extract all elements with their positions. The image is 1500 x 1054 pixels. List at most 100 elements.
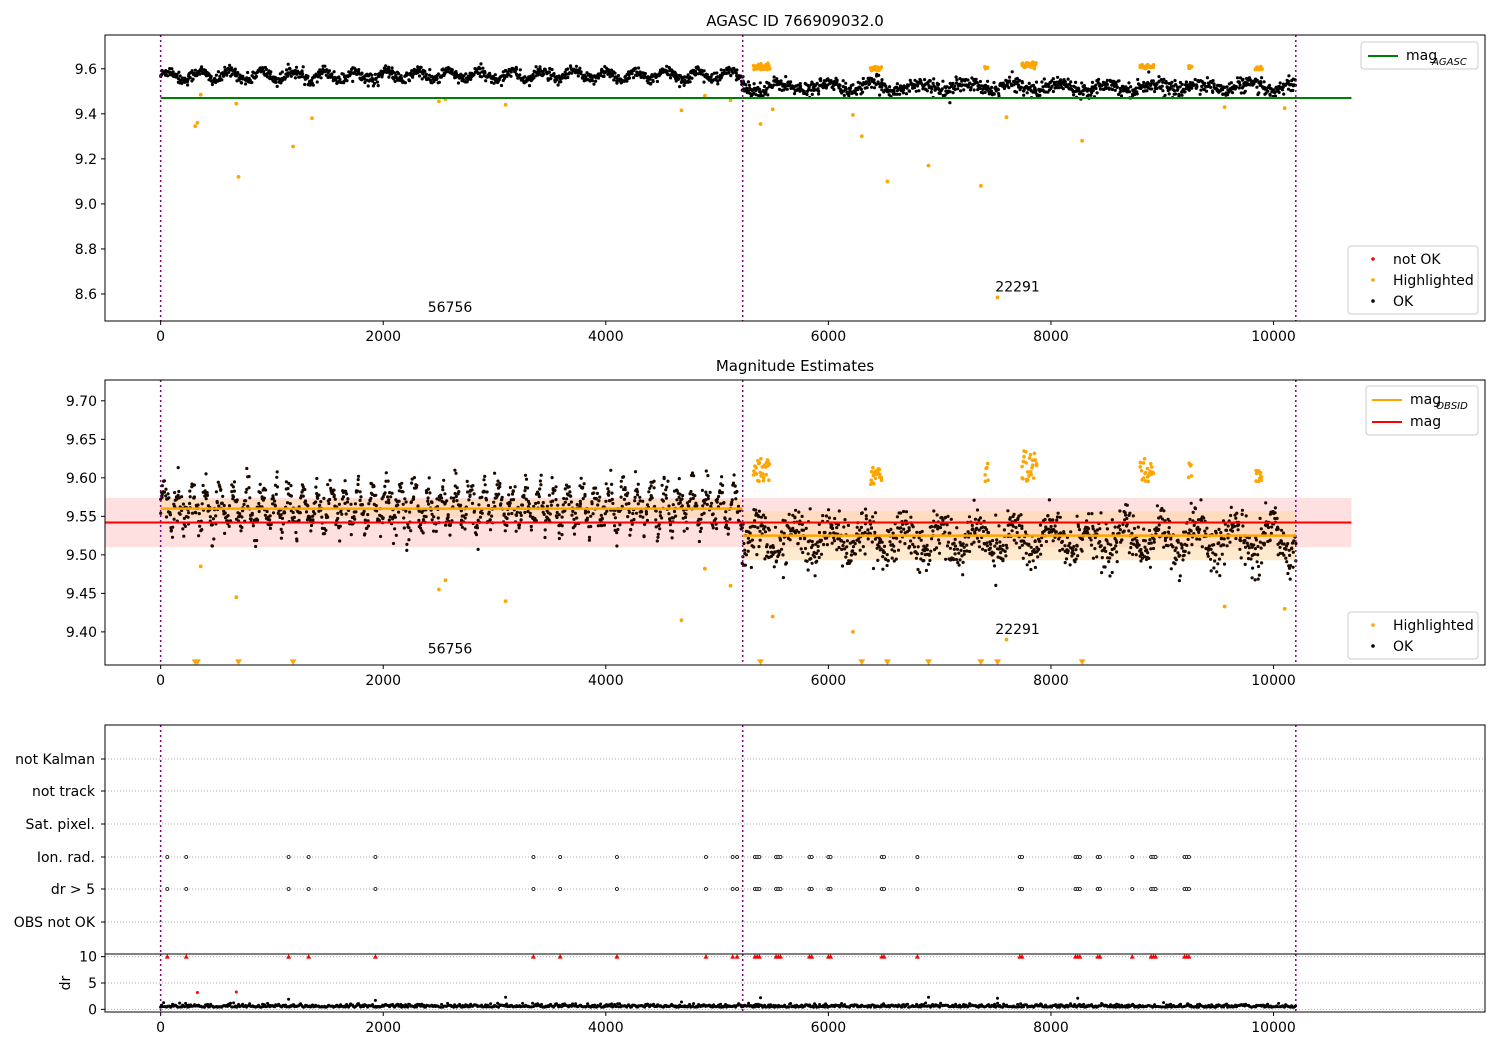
ok-point (707, 494, 710, 497)
ok-point (570, 500, 573, 503)
ok-point (958, 558, 961, 561)
ok-point (930, 537, 933, 540)
ok-point (1129, 546, 1132, 549)
ok-point (345, 79, 348, 82)
ok-point (995, 542, 998, 545)
ok-point (575, 65, 578, 68)
ok-point (167, 496, 170, 499)
ok-point (965, 549, 968, 552)
ok-point (620, 485, 623, 488)
ok-point (926, 544, 929, 547)
ok-point (522, 494, 525, 497)
ok-point (221, 495, 224, 498)
ok-point (467, 484, 470, 487)
ok-point (191, 512, 194, 515)
ok-point (247, 486, 250, 489)
ok-point (480, 496, 483, 499)
ok-point (717, 495, 720, 498)
ok-point (896, 82, 899, 85)
ok-point (1131, 553, 1134, 556)
ok-point (198, 525, 201, 528)
ok-point (935, 546, 938, 549)
ok-point (764, 525, 767, 528)
ok-point (993, 93, 996, 96)
ok-point (397, 72, 400, 75)
ok-point (804, 547, 807, 550)
ok-point (520, 514, 523, 517)
ok-point (989, 543, 992, 546)
ok-point (650, 73, 653, 76)
highlighted-point (1029, 473, 1033, 477)
ok-point (1247, 551, 1250, 554)
highlighted-point (761, 472, 765, 476)
ok-point (624, 488, 627, 491)
flag-event-marker (1021, 856, 1024, 859)
ok-point (323, 532, 326, 535)
ok-point (410, 482, 413, 485)
highlighted-point (768, 67, 772, 71)
ok-point (1119, 528, 1122, 531)
ok-point (392, 542, 395, 545)
ok-point (1136, 78, 1139, 81)
ok-point (666, 480, 669, 483)
ok-point (1282, 532, 1285, 535)
ok-point (387, 76, 390, 79)
ok-point (187, 516, 190, 519)
highlighted-point (986, 478, 990, 482)
ok-point (852, 545, 855, 548)
ok-point (908, 545, 911, 548)
ok-point (1180, 94, 1183, 97)
ok-point (338, 78, 341, 81)
ok-point (391, 492, 394, 495)
ok-point (163, 491, 166, 494)
ok-point (1108, 574, 1111, 577)
highlighted-point (986, 462, 990, 466)
ok-point (833, 517, 836, 520)
ok-point (690, 77, 693, 80)
ok-point (1145, 89, 1148, 92)
ok-point (422, 531, 425, 534)
ok-point (374, 78, 377, 81)
ok-point (1052, 539, 1055, 542)
flag-event-marker (1187, 888, 1190, 891)
ok-point (240, 526, 243, 529)
flag-event-marker (1078, 888, 1081, 891)
ok-point (944, 558, 947, 561)
ok-point (881, 568, 884, 571)
ok-point (866, 86, 869, 89)
ok-point (363, 510, 366, 513)
ok-point (932, 509, 935, 512)
ok-point (703, 512, 706, 515)
flag-event-marker (1154, 888, 1157, 891)
ok-point (1144, 539, 1147, 542)
ok-point (977, 84, 980, 87)
ok-point (1019, 513, 1022, 516)
highlighted-point (199, 565, 203, 569)
ok-point (1292, 551, 1295, 554)
ok-point (973, 88, 976, 91)
ok-point (588, 539, 591, 542)
ok-point (1025, 552, 1028, 555)
ok-point (173, 491, 176, 494)
ok-point (1091, 81, 1094, 84)
ok-point (1225, 529, 1228, 532)
ok-point (356, 489, 359, 492)
ok-point (715, 71, 718, 74)
ok-point (568, 490, 571, 493)
ok-point (1105, 538, 1108, 541)
ok-point (954, 545, 957, 548)
ok-point (669, 73, 672, 76)
ok-point (464, 72, 467, 75)
ok-point (674, 515, 677, 518)
ok-point (1061, 540, 1064, 543)
ok-point (725, 524, 728, 527)
ok-point (1098, 540, 1101, 543)
ok-point (276, 470, 279, 473)
ok-point (663, 476, 666, 479)
ok-point (354, 510, 357, 513)
ok-point (403, 526, 406, 529)
ok-point (322, 497, 325, 500)
ok-point (1076, 544, 1079, 547)
ok-point (1279, 81, 1282, 84)
ok-point (499, 502, 502, 505)
